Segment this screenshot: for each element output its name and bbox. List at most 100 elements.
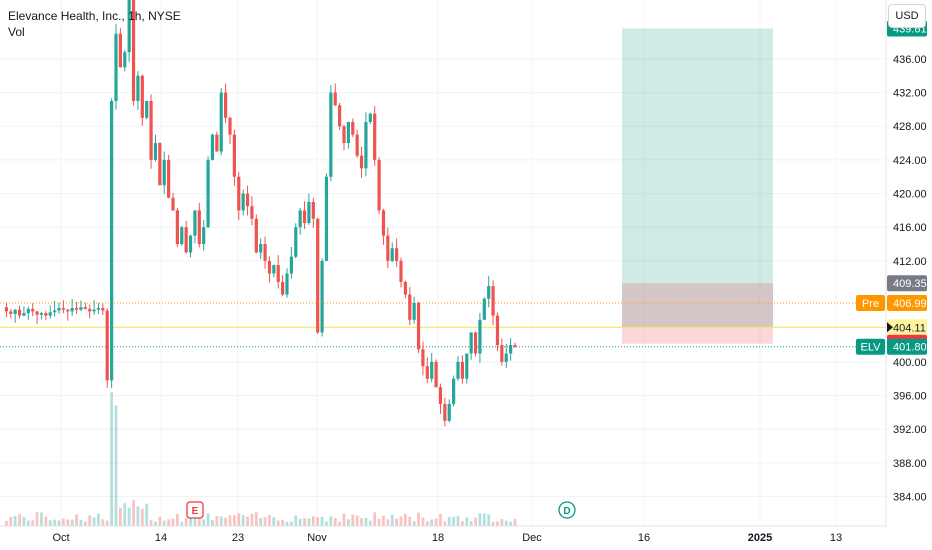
- candle-body[interactable]: [158, 143, 162, 186]
- candle-body[interactable]: [26, 308, 30, 314]
- candle-body[interactable]: [53, 310, 57, 313]
- candle-body[interactable]: [285, 273, 289, 295]
- candle-body[interactable]: [456, 361, 460, 379]
- candle-body[interactable]: [324, 176, 329, 261]
- candle-body[interactable]: [74, 308, 79, 310]
- candle-body[interactable]: [105, 310, 109, 381]
- candle-body[interactable]: [145, 100, 149, 118]
- candle-body[interactable]: [197, 210, 201, 245]
- candle-body[interactable]: [101, 308, 105, 311]
- currency-button[interactable]: USD: [888, 4, 926, 28]
- candle-body[interactable]: [79, 307, 83, 310]
- candle-body[interactable]: [395, 248, 399, 261]
- candle-body[interactable]: [364, 122, 368, 169]
- candle-body[interactable]: [254, 218, 258, 253]
- time-axis[interactable]: Oct 14 23 Nov 18 Dec 16 2025 13: [52, 532, 842, 544]
- candle-body[interactable]: [298, 210, 302, 228]
- candle-body[interactable]: [96, 308, 101, 310]
- profit-zone[interactable]: [622, 28, 773, 328]
- candle-body[interactable]: [482, 298, 486, 320]
- candle-body[interactable]: [368, 113, 372, 123]
- candle-body[interactable]: [131, 0, 136, 101]
- candle-body[interactable]: [66, 309, 70, 312]
- candle-body[interactable]: [22, 313, 26, 316]
- candle-body[interactable]: [513, 345, 517, 347]
- candle-body[interactable]: [215, 134, 219, 152]
- loss-zone[interactable]: [622, 283, 773, 344]
- candle-body[interactable]: [232, 134, 236, 177]
- candle-body[interactable]: [263, 244, 267, 261]
- candle-body[interactable]: [438, 387, 443, 404]
- candle-body[interactable]: [408, 294, 412, 320]
- candle-body[interactable]: [162, 159, 166, 186]
- candle-body[interactable]: [83, 307, 87, 309]
- candle-body[interactable]: [35, 311, 39, 315]
- candle-body[interactable]: [241, 193, 245, 211]
- candle-body[interactable]: [259, 244, 263, 253]
- candle-body[interactable]: [377, 159, 381, 211]
- candle-body[interactable]: [346, 122, 350, 144]
- candle-body[interactable]: [219, 92, 223, 152]
- candle-body[interactable]: [294, 227, 298, 257]
- candle-body[interactable]: [359, 155, 364, 169]
- candle-body[interactable]: [127, 0, 131, 53]
- candle-body[interactable]: [412, 302, 416, 320]
- candle-body[interactable]: [355, 134, 359, 156]
- candle-body[interactable]: [473, 332, 478, 354]
- candle-body[interactable]: [184, 227, 188, 253]
- candle-body[interactable]: [311, 201, 315, 219]
- candle-body[interactable]: [13, 309, 17, 314]
- candle-body[interactable]: [44, 313, 48, 316]
- candle-body[interactable]: [504, 353, 508, 362]
- candle-body[interactable]: [416, 302, 421, 350]
- candle-body[interactable]: [206, 159, 210, 228]
- candle-body[interactable]: [469, 332, 473, 354]
- candle-body[interactable]: [452, 378, 456, 404]
- candle-body[interactable]: [390, 248, 394, 261]
- candles[interactable]: [4, 0, 517, 427]
- candle-body[interactable]: [39, 313, 44, 315]
- candle-body[interactable]: [171, 197, 175, 211]
- candle-body[interactable]: [487, 286, 491, 299]
- candle-body[interactable]: [9, 311, 13, 314]
- candle-body[interactable]: [123, 52, 127, 68]
- candle-body[interactable]: [281, 281, 285, 295]
- candle-body[interactable]: [381, 210, 386, 236]
- candle-body[interactable]: [202, 227, 206, 245]
- candle-body[interactable]: [136, 75, 140, 101]
- candle-body[interactable]: [434, 361, 438, 388]
- candle-body[interactable]: [188, 235, 193, 253]
- candle-body[interactable]: [289, 256, 293, 274]
- candle-body[interactable]: [250, 206, 254, 219]
- price-axis[interactable]: 436.00 432.00 428.00 424.00 420.00 416.00 412.…: [893, 54, 927, 504]
- candle-body[interactable]: [114, 33, 118, 101]
- candle-body[interactable]: [443, 403, 447, 421]
- candle-body[interactable]: [386, 235, 390, 261]
- candle-body[interactable]: [425, 366, 429, 379]
- candle-body[interactable]: [421, 349, 425, 367]
- position-zones[interactable]: [622, 28, 773, 344]
- candle-body[interactable]: [4, 307, 8, 312]
- candle-body[interactable]: [333, 92, 337, 106]
- candle-body[interactable]: [92, 309, 96, 312]
- candle-body[interactable]: [500, 345, 504, 362]
- candle-body[interactable]: [140, 75, 144, 118]
- candle-body[interactable]: [70, 308, 74, 312]
- candle-body[interactable]: [193, 210, 197, 236]
- candle-body[interactable]: [153, 143, 158, 160]
- candle-body[interactable]: [210, 134, 215, 160]
- candle-body[interactable]: [245, 193, 250, 207]
- candle-body[interactable]: [399, 260, 403, 282]
- candle-body[interactable]: [495, 315, 500, 346]
- candle-body[interactable]: [509, 345, 513, 354]
- candle-body[interactable]: [88, 308, 92, 312]
- candle-body[interactable]: [267, 260, 272, 274]
- candle-body[interactable]: [48, 312, 52, 316]
- candle-body[interactable]: [460, 361, 464, 379]
- candle-body[interactable]: [175, 210, 179, 245]
- candle-body[interactable]: [447, 403, 451, 421]
- candle-body[interactable]: [430, 361, 434, 379]
- dividend-marker[interactable]: D: [558, 501, 576, 519]
